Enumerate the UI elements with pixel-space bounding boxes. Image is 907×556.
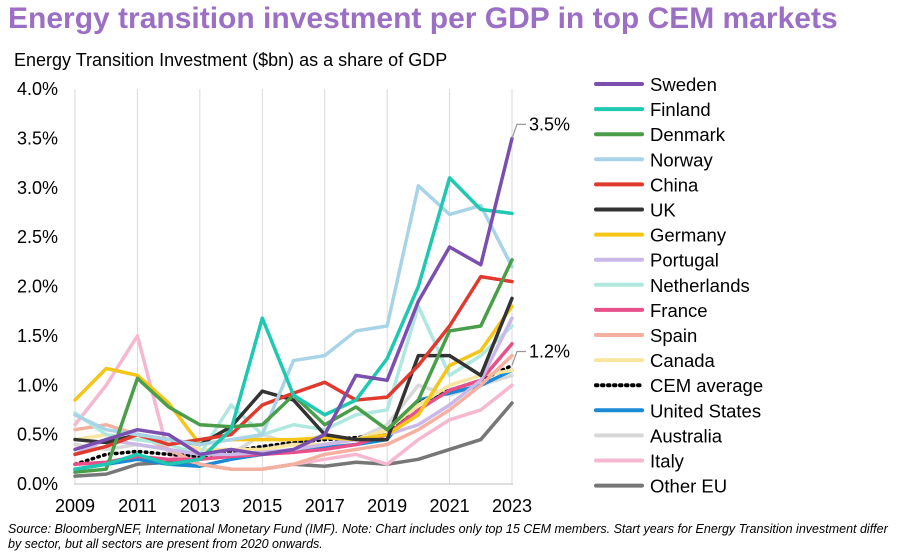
- legend-label-portugal: Portugal: [650, 250, 719, 271]
- y-tick-label: 3.0%: [17, 178, 58, 198]
- y-tick-label: 1.5%: [17, 326, 58, 346]
- x-axis-ticks: 2009 2011 2013 2015 2017 2019 2021 2023: [55, 496, 532, 516]
- legend-label-italy: Italy: [650, 451, 685, 472]
- y-tick-label: 0.0%: [17, 474, 58, 494]
- legend-label-united-states: United States: [650, 400, 761, 421]
- legend-label-norway: Norway: [650, 149, 713, 170]
- y-tick-label: 1.0%: [17, 375, 58, 395]
- series-line-sweden: [73, 136, 514, 457]
- legend-label-denmark: Denmark: [650, 124, 726, 145]
- line-chart: 0.0% 0.5% 1.0% 1.5% 2.0% 2.5% 3.0% 3.5% 4.0% 200…: [17, 74, 763, 516]
- legend-label-australia: Australia: [650, 425, 723, 446]
- y-tick-label: 3.5%: [17, 128, 58, 148]
- legend-label-canada: Canada: [650, 350, 716, 371]
- x-tick-label: 2019: [367, 496, 407, 516]
- y-tick-label: 2.5%: [17, 227, 58, 247]
- y-tick-label: 2.0%: [17, 277, 58, 297]
- x-tick-label: 2011: [118, 496, 157, 516]
- x-tick-label: 2009: [55, 496, 95, 516]
- legend-label-france: France: [650, 300, 708, 321]
- x-tick-label: 2021: [430, 496, 470, 516]
- annotation-leader: [511, 123, 526, 139]
- y-tick-label: 4.0%: [17, 79, 58, 99]
- legend-label-cem-average: CEM average: [650, 375, 763, 396]
- y-axis-ticks: 0.0% 0.5% 1.0% 1.5% 2.0% 2.5% 3.0% 3.5% 4.0%: [17, 79, 58, 494]
- x-tick-label: 2015: [242, 496, 282, 516]
- annotation-label: 1.2%: [529, 342, 570, 362]
- legend-label-china: China: [650, 174, 699, 195]
- legend-label-spain: Spain: [650, 325, 697, 346]
- series-line-cem-average: [73, 363, 514, 466]
- series-line-germany: [73, 304, 514, 447]
- legend-label-germany: Germany: [650, 225, 727, 246]
- chart-title: Energy Transition Investment ($bn) as a …: [14, 50, 448, 70]
- series-line-finland: [73, 176, 514, 471]
- page-title: Energy transition investment per GDP in …: [8, 2, 838, 35]
- annotations: 3.5% 1.2%: [511, 114, 570, 366]
- legend-label-netherlands: Netherlands: [650, 275, 750, 296]
- x-tick-label: 2023: [492, 496, 532, 516]
- series-line-norway: [73, 184, 514, 447]
- source-note: Source: BloombergNEF, International Mone…: [8, 522, 888, 551]
- legend: Sweden Finland Denmark Norway China UK Germany…: [594, 74, 763, 497]
- legend-label-other-eu: Other EU: [650, 476, 727, 497]
- legend-label-finland: Finland: [650, 99, 711, 120]
- legend-label-uk: UK: [650, 200, 676, 221]
- y-tick-label: 0.5%: [17, 425, 58, 445]
- chart-grid: [74, 89, 513, 484]
- annotation-label: 3.5%: [529, 114, 570, 134]
- x-tick-label: 2017: [305, 496, 345, 516]
- annotation-leader: [511, 350, 526, 366]
- series-lines: [73, 136, 514, 478]
- legend-label-sweden: Sweden: [650, 74, 717, 95]
- x-tick-label: 2013: [180, 496, 220, 516]
